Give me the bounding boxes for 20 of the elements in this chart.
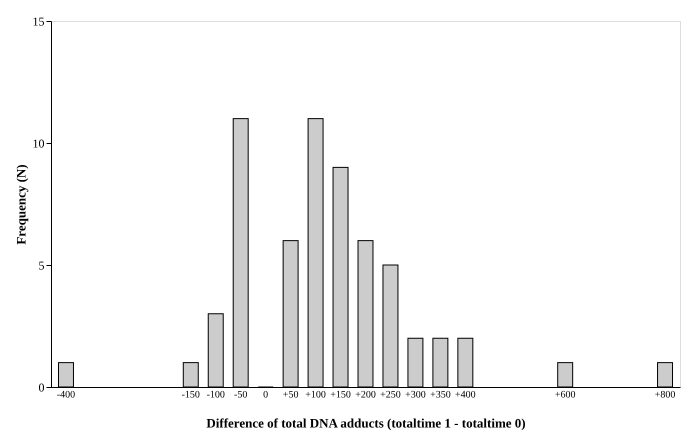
x-tick-label: -50 [234, 390, 248, 400]
x-axis-title: Difference of total DNA adducts (totaltime 1 - totaltime 0) [206, 416, 526, 430]
x-tick-label: +100 [305, 390, 326, 400]
x-tick-label: +250 [380, 390, 401, 400]
y-axis-title: Frequency (N) [14, 164, 28, 245]
x-tick-label: +50 [282, 390, 298, 400]
x-tick-label: -400 [56, 390, 76, 400]
y-tick-label: 5 [38, 258, 44, 272]
x-tick-label: 0 [263, 390, 268, 400]
y-tick-label: 15 [32, 14, 44, 28]
x-tick-label: -150 [182, 390, 200, 400]
x-tick-label: +800 [654, 390, 676, 400]
x-tick-label: -100 [206, 390, 225, 400]
x-tick-label: +200 [355, 390, 376, 400]
x-tick-label: +600 [554, 390, 576, 400]
x-tick-label: +300 [405, 390, 426, 400]
x-tick-label: +400 [455, 390, 476, 400]
x-tick-label: +350 [430, 390, 451, 400]
y-tick-label: 10 [32, 136, 44, 150]
x-tick-label: +150 [330, 390, 351, 400]
